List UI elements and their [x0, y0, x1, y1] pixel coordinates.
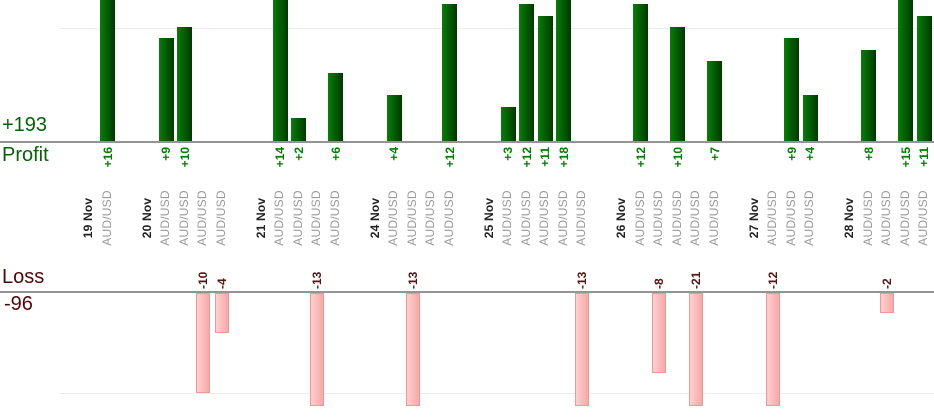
date-label: 27 Nov [746, 197, 761, 239]
loss-value-label: -10 [196, 271, 211, 289]
loss-value-label: -13 [575, 271, 590, 289]
profit-bar [802, 95, 818, 141]
profit-value-label: +4 [803, 146, 818, 161]
profit-value-label: +7 [707, 146, 722, 161]
profit-bar [916, 15, 932, 141]
profit-bar [328, 72, 344, 141]
profit-value-label: +9 [784, 146, 799, 161]
profit-value-label: +11 [917, 146, 932, 167]
profit-bar [519, 4, 535, 141]
loss-value-label: -13 [405, 271, 420, 289]
loss-bar [766, 293, 781, 406]
profit-value-label: +16 [100, 146, 115, 167]
profit-bar [861, 49, 877, 141]
profit-value-label: +10 [177, 146, 192, 167]
profit-axis-title: Profit [2, 144, 49, 166]
loss-value-label: -13 [310, 271, 325, 289]
loss-total-value: -96 [4, 293, 33, 315]
loss-bar [575, 293, 590, 406]
profit-bar [386, 95, 402, 141]
profit-value-label: +12 [442, 146, 457, 167]
profit-value-label: +9 [159, 146, 174, 161]
profit-value-label: +6 [328, 146, 343, 161]
profit-bar [500, 106, 516, 141]
loss-bar [880, 293, 895, 313]
profit-bar [177, 27, 193, 141]
date-label: 21 Nov [253, 197, 268, 239]
loss-value-label: -8 [652, 278, 667, 289]
loss-value-label: -4 [214, 278, 229, 289]
profit-value-label: +14 [273, 146, 288, 167]
pair-label: AUD/USD [423, 190, 438, 246]
profit-bar [670, 27, 686, 141]
profit-bar [291, 118, 307, 141]
profit-value-label: +4 [387, 146, 402, 161]
loss-value-label: -2 [880, 278, 895, 289]
profit-bar [633, 4, 649, 141]
loss-axis-title: Loss [2, 266, 45, 288]
profit-bar [158, 38, 174, 141]
loss-bar [405, 293, 420, 406]
profit-bar [100, 0, 116, 141]
profit-bar [442, 4, 458, 141]
loss-bar [196, 293, 211, 393]
profit-value-label: +10 [670, 146, 685, 167]
date-label: 24 Nov [367, 197, 382, 239]
profit-value-label: +12 [519, 146, 534, 167]
loss-bar [689, 293, 704, 406]
loss-bar [214, 293, 229, 333]
loss-gridline [60, 393, 934, 394]
profit-total-value: +193 [2, 114, 48, 136]
profit-value-label: +8 [861, 146, 876, 161]
profit-gridline [60, 28, 934, 29]
loss-value-label: -21 [689, 271, 704, 289]
loss-value-label: -12 [766, 271, 781, 289]
date-label: 28 Nov [842, 197, 857, 239]
loss-axis-line [0, 291, 934, 293]
profit-value-label: +15 [898, 146, 913, 167]
date-label: 26 Nov [614, 197, 629, 239]
profit-axis-line [0, 141, 934, 143]
profit-value-label: +12 [633, 146, 648, 167]
profit-bar [784, 38, 800, 141]
profit-value-label: +2 [291, 146, 306, 161]
date-label: 20 Nov [139, 197, 154, 239]
profit-value-label: +11 [538, 146, 553, 167]
loss-bar [652, 293, 667, 373]
profit-bar [707, 61, 723, 141]
profit-bar [898, 0, 914, 141]
profit-value-label: +18 [556, 146, 571, 167]
profit-bar [537, 15, 553, 141]
date-label: 25 Nov [481, 197, 496, 239]
profit-value-label: +3 [501, 146, 516, 161]
date-label: 19 Nov [81, 197, 96, 239]
profit-bar [272, 0, 288, 141]
loss-bar [310, 293, 325, 406]
profit-bar [556, 0, 572, 141]
